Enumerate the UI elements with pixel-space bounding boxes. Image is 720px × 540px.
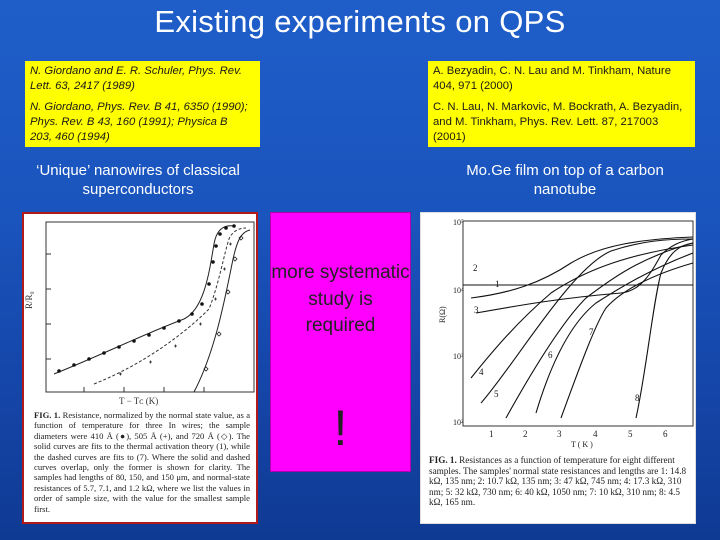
right-figure-panel: 10⁵ 10⁴ 10³ 10² R(Ω) 1 2 3 4 5 6 T ( K )… (420, 212, 696, 524)
right-plot-ylabel: R(Ω) (438, 306, 447, 323)
right-plot-xticks: 1 2 3 4 5 6 (489, 429, 668, 439)
curve-label-8: 8 (635, 393, 640, 403)
svg-text:1: 1 (489, 429, 494, 439)
left-plot-ylabel: R/R₀ (24, 291, 34, 309)
svg-text:6: 6 (663, 429, 668, 439)
svg-text:4: 4 (593, 429, 598, 439)
right-figure-caption: FIG. 1. Resistances as a function of tem… (429, 455, 691, 508)
left-curve-720 (193, 229, 251, 393)
curve-label-5: 5 (494, 389, 499, 399)
curve-label-7: 7 (589, 327, 594, 337)
right-figure-caption-head: FIG. 1. (429, 455, 457, 465)
left-curve-505 (93, 227, 247, 385)
left-figure-caption-head: FIG. 1. (34, 410, 61, 420)
left-figure-caption-body: Resistance, normalized by the normal sta… (34, 410, 251, 514)
left-curve-410 (53, 225, 235, 375)
right-ytick-1e5: 10⁵ (453, 218, 464, 227)
center-callout-box: more systematic study is required ! (270, 212, 411, 472)
right-plot-xlabel: T ( K ) (571, 440, 593, 449)
right-ytick-1e2: 10² (453, 418, 464, 427)
center-callout-message: more systematic study is required (271, 262, 410, 336)
reference-bezyadin-2000: A. Bezyadin, C. N. Lau and M. Tinkham, N… (433, 65, 671, 92)
right-curve-4 (470, 244, 694, 379)
reference-giordano-1989: N. Giordano and E. R. Schuler, Phys. Rev… (30, 65, 243, 92)
curve-label-4: 4 (479, 367, 484, 377)
left-points-410 (57, 224, 236, 373)
svg-text:5: 5 (628, 429, 633, 439)
right-references-box: A. Bezyadin, C. N. Lau and M. Tinkham, N… (428, 61, 695, 147)
left-points-720 (203, 235, 244, 372)
left-points-505 (119, 242, 232, 376)
reference-lau-2001: C. N. Lau, N. Markovic, M. Bockrath, A. … (433, 101, 683, 143)
left-figure-plot: R/R₀ T − Tᴄ (K) (24, 221, 255, 406)
right-curve-8 (635, 242, 694, 419)
right-plot-frame (462, 220, 694, 427)
curve-label-6: 6 (548, 350, 553, 360)
right-curve-labels: 1 2 3 4 5 6 7 8 (473, 263, 640, 403)
right-curve-3 (475, 238, 694, 314)
left-section-caption: ‘Unique’ nanowires of classical supercon… (36, 162, 240, 198)
left-references-box: N. Giordano and E. R. Schuler, Phys. Rev… (25, 61, 260, 147)
right-figure-plot: 10⁵ 10⁴ 10³ 10² R(Ω) 1 2 3 4 5 6 T ( K )… (438, 218, 694, 449)
curve-label-3: 3 (474, 305, 479, 315)
center-callout-exclamation: ! (333, 400, 348, 456)
right-curve-7 (560, 262, 694, 419)
reference-giordano-1990: N. Giordano, Phys. Rev. B 41, 6350 (1990… (30, 101, 248, 143)
right-figure-caption-body: Resistances as a function of temperature… (429, 455, 687, 508)
right-curve-2 (470, 236, 694, 299)
svg-text:3: 3 (557, 429, 562, 439)
left-figure-panel: R/R₀ T − Tᴄ (K) FIG. 1. Resist (22, 212, 258, 524)
right-curve-5 (505, 242, 694, 419)
left-plot-xlabel: T − Tᴄ (K) (119, 396, 158, 406)
svg-text:2: 2 (523, 429, 528, 439)
curve-label-2: 2 (473, 263, 478, 273)
right-ytick-1e4: 10⁴ (453, 286, 464, 295)
left-plot-frame (45, 221, 255, 393)
left-plot-yticks (46, 253, 205, 392)
right-curve-6 (535, 252, 694, 414)
right-section-caption: Mo.Ge film on top of a carbon nanotube (466, 162, 664, 198)
slide-title: Existing experiments on QPS (154, 4, 566, 39)
right-plot-curves (463, 236, 694, 419)
right-ytick-1e3: 10³ (453, 352, 464, 361)
curve-label-1: 1 (495, 279, 500, 289)
right-curve-1 (480, 238, 694, 404)
left-figure-caption: FIG. 1. Resistance, normalized by the no… (34, 410, 250, 514)
